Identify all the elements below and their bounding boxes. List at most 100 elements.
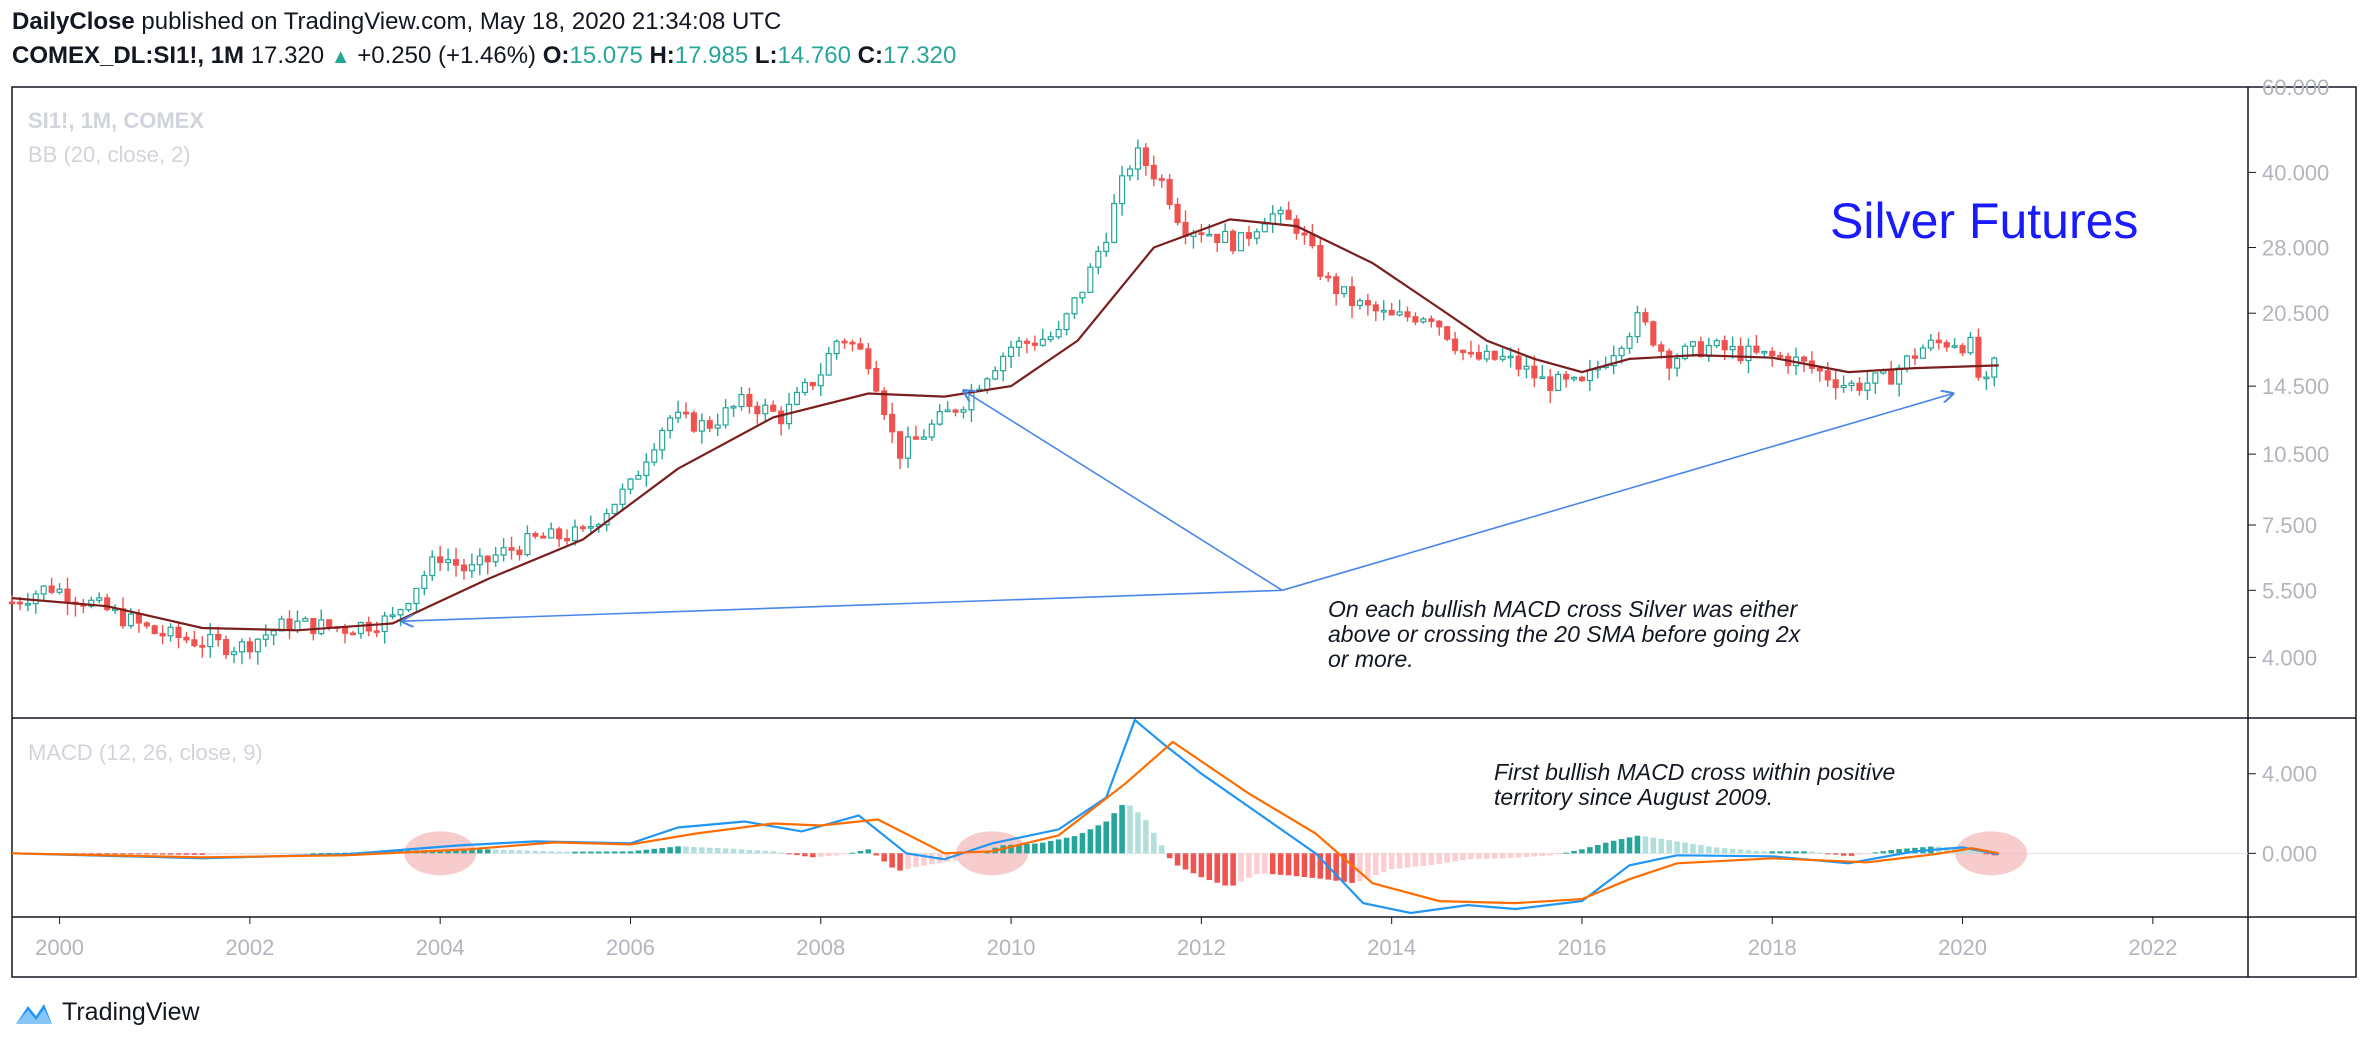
macd-histogram-bar — [762, 850, 769, 854]
macd-histogram-bar — [770, 851, 776, 854]
candle-body — [706, 420, 713, 429]
candle-body — [1483, 350, 1490, 360]
candle — [1729, 336, 1736, 359]
candle-body — [1039, 338, 1046, 346]
candle-body — [1467, 351, 1475, 355]
candle-body — [674, 411, 682, 419]
macd-histogram-bar — [175, 853, 182, 855]
candle — [912, 425, 919, 440]
candle-body — [1341, 286, 1348, 295]
candle — [778, 406, 785, 436]
candle — [1785, 352, 1792, 374]
publish-header: DailyClose published on TradingView.com,… — [12, 8, 781, 36]
publisher-name[interactable]: DailyClose — [12, 8, 135, 35]
candle-body — [754, 405, 761, 415]
macd-histogram-bar — [691, 847, 697, 854]
macd-histogram-bar — [1563, 852, 1569, 854]
candle-body — [1777, 354, 1784, 358]
candle-body — [1896, 367, 1903, 385]
close-label: C: — [857, 42, 883, 69]
candle-body — [1317, 245, 1324, 277]
macd-histogram-bar — [865, 849, 872, 854]
brand[interactable]: TradingView — [14, 998, 200, 1027]
macd-histogram-bar — [1309, 853, 1316, 878]
candle — [1023, 338, 1030, 354]
candle — [1911, 348, 1919, 366]
macd-histogram-bar — [1262, 853, 1268, 874]
open-label: O: — [542, 42, 570, 69]
macd-histogram-bar — [1967, 850, 1974, 854]
candle — [262, 624, 269, 647]
candle-body — [1087, 266, 1094, 293]
candle — [817, 363, 824, 397]
macd-histogram-bar — [1602, 842, 1609, 854]
candle-body — [873, 368, 880, 392]
macd-histogram-bar — [1143, 820, 1149, 854]
candle-body — [1800, 356, 1808, 362]
candle — [1491, 350, 1498, 361]
macd-histogram-bar — [810, 853, 816, 858]
candle — [1539, 364, 1546, 380]
candle — [540, 532, 547, 539]
candle — [492, 546, 499, 567]
candle-body — [405, 602, 412, 611]
macd-histogram-bar — [1119, 804, 1125, 854]
macd-histogram-bar — [1341, 853, 1347, 882]
candle-body — [1023, 340, 1030, 344]
macd-histogram-bar — [1737, 849, 1744, 854]
macd-histogram-bar — [1880, 851, 1887, 854]
macd-histogram-bar — [516, 850, 523, 854]
candle — [1380, 300, 1387, 321]
candle — [1285, 201, 1292, 220]
candle-body — [1943, 342, 1950, 348]
candle — [1309, 223, 1316, 249]
candle-body — [476, 555, 483, 566]
time-tick-label: 2004 — [416, 935, 465, 960]
candle — [143, 621, 150, 629]
candle — [714, 413, 721, 437]
macd-histogram-bar — [730, 848, 737, 854]
candle — [1031, 335, 1038, 351]
candle-body — [1555, 373, 1562, 391]
macd-histogram-bar — [913, 853, 919, 868]
open-value: 15.075 — [569, 42, 643, 69]
candle — [651, 443, 658, 466]
candle-body — [1927, 339, 1934, 349]
candle — [1103, 232, 1110, 257]
candle-body — [556, 528, 563, 540]
candle-body — [1919, 347, 1926, 359]
candle-body — [1911, 355, 1919, 359]
candle — [889, 402, 896, 444]
candle-body — [1515, 355, 1522, 370]
candle — [413, 587, 420, 612]
candle — [1959, 343, 1966, 357]
candle — [730, 404, 737, 417]
candle-body — [690, 412, 697, 432]
annotation-arrow — [963, 391, 1283, 592]
candle-body — [1729, 345, 1736, 351]
candle-body — [1531, 365, 1538, 379]
candle-body — [1000, 355, 1007, 372]
candle — [1983, 371, 1990, 390]
macd-histogram-bar — [1634, 835, 1641, 854]
macd-histogram-bar — [1436, 853, 1443, 864]
candle-body — [429, 556, 436, 577]
candle-body — [389, 614, 396, 618]
candle-body — [936, 411, 943, 425]
candle — [1634, 305, 1641, 344]
candle — [1452, 331, 1459, 355]
candle-body — [1095, 250, 1102, 268]
candle — [452, 547, 460, 577]
candle-body — [341, 626, 349, 634]
candle — [1927, 334, 1934, 352]
candle — [484, 555, 491, 575]
candle-body — [96, 597, 103, 601]
candle — [1745, 338, 1752, 374]
tradingview-logo-icon — [16, 1003, 52, 1024]
macd-histogram-bar — [1650, 837, 1657, 854]
candle-body — [1816, 367, 1823, 372]
candle — [64, 577, 71, 615]
macd-histogram-bar — [1095, 825, 1102, 854]
candle — [397, 608, 404, 627]
